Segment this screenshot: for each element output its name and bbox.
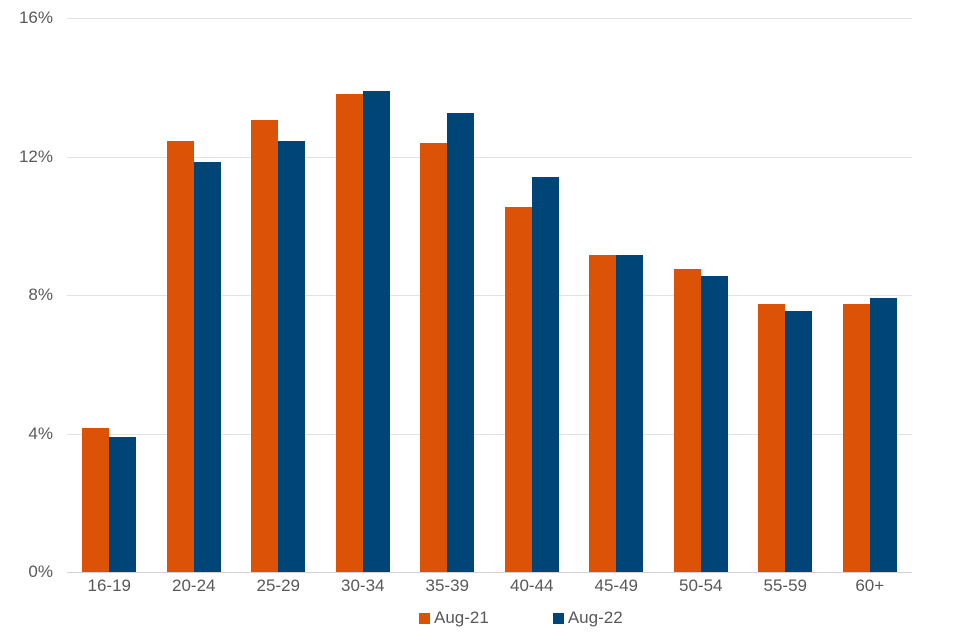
- bar-aug-22-40-44: [531, 177, 559, 572]
- bar-aug-22-60plus: [869, 298, 897, 572]
- y-tick-label: 0%: [28, 562, 53, 581]
- x-tick-label: 50-54: [679, 576, 723, 595]
- y-tick-label: 16%: [18, 8, 53, 27]
- x-tick-label: 25-29: [256, 576, 300, 595]
- legend-item-aug-22: Aug-22: [552, 608, 623, 628]
- x-tick-label: 45-49: [594, 576, 638, 595]
- bar-aug-22-45-49: [616, 255, 644, 572]
- bar-aug-22-20-24: [193, 161, 221, 572]
- bar-aug-21-20-24: [166, 140, 194, 572]
- x-axis-line: [67, 572, 912, 573]
- bar-aug-22-35-39: [447, 113, 475, 572]
- x-tick-label: 20-24: [172, 576, 216, 595]
- legend-label: Aug-22: [567, 608, 623, 627]
- bar-aug-22-16-19: [109, 436, 137, 572]
- bar-aug-22-55-59: [785, 310, 813, 572]
- x-tick-label: 55-59: [763, 576, 807, 595]
- gridline: [67, 18, 912, 19]
- bar-aug-21-35-39: [420, 142, 448, 572]
- bar-aug-22-50-54: [700, 275, 728, 572]
- y-tick-label: 4%: [28, 423, 53, 443]
- bar-aug-21-25-29: [251, 120, 279, 572]
- bar-aug-21-16-19: [82, 428, 110, 572]
- bar-aug-21-45-49: [589, 255, 617, 572]
- y-tick-label: 8%: [28, 285, 53, 304]
- x-tick-label: 40-44: [510, 576, 554, 595]
- legend-swatch-icon: [419, 612, 430, 624]
- bar-aug-21-60plus: [842, 303, 870, 572]
- gridline: [67, 156, 912, 158]
- bar-aug-21-30-34: [335, 94, 363, 572]
- gridline: [67, 433, 912, 435]
- bar-aug-21-50-54: [673, 269, 701, 572]
- y-tick-label: 12%: [18, 146, 53, 166]
- x-tick-label: 35-39: [425, 576, 469, 595]
- bar-aug-22-25-29: [278, 140, 306, 572]
- bar-aug-22-30-34: [362, 90, 390, 572]
- legend-swatch-icon: [552, 612, 564, 624]
- x-tick-label: 60+: [855, 576, 885, 595]
- legend-label: Aug-21: [434, 608, 489, 627]
- x-tick-label: 16-19: [87, 576, 131, 595]
- legend-item-aug-21: Aug-21: [419, 608, 489, 628]
- gridline: [67, 295, 912, 296]
- bar-aug-21-55-59: [758, 303, 786, 572]
- x-tick-label: 30-34: [341, 576, 385, 595]
- bar-aug-21-40-44: [504, 206, 532, 572]
- legend: Aug-21 Aug-22: [419, 608, 623, 628]
